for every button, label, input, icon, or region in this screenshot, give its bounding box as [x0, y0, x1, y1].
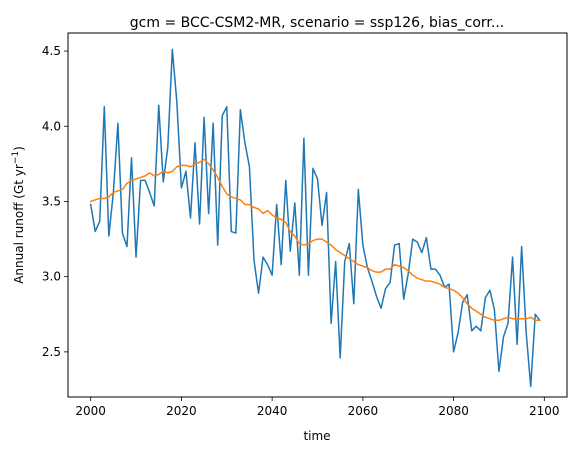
y-axis-label: Annual runoff (Gt yr−1) — [11, 146, 26, 284]
plot-area — [89, 48, 541, 388]
y-tick-label: 4.0 — [42, 119, 61, 133]
x-axis-label: time — [303, 429, 330, 443]
x-tick-label: 2060 — [348, 404, 379, 418]
chart-title: gcm = BCC-CSM2-MR, scenario = ssp126, bi… — [130, 15, 504, 31]
y-tick-label: 3.0 — [42, 270, 61, 284]
y-axis-label-close: ) — [12, 146, 26, 151]
axes-frame — [67, 32, 568, 398]
series-group — [89, 48, 541, 388]
series-line-2 — [89, 158, 541, 322]
x-tick-label: 2020 — [166, 404, 197, 418]
y-axis-label-main: Annual runoff (Gt yr — [12, 164, 26, 284]
y-axis-label-superscript: −1 — [11, 151, 21, 164]
x-axis-ticks: 2000 2020 2040 2060 2080 2100 — [75, 397, 560, 418]
x-tick-label: 2000 — [75, 404, 106, 418]
y-tick-label: 2.5 — [42, 345, 61, 359]
x-tick-label: 2080 — [438, 404, 469, 418]
series-line-1 — [89, 48, 541, 388]
x-tick-label: 2100 — [529, 404, 560, 418]
x-tick-label: 2040 — [257, 404, 288, 418]
y-tick-label: 4.5 — [42, 44, 61, 58]
y-axis-ticks: 2.5 3.0 3.5 4.0 4.5 — [42, 44, 68, 359]
y-tick-label: 3.5 — [42, 194, 61, 208]
